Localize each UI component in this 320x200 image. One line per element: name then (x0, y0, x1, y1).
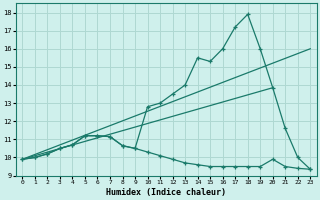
X-axis label: Humidex (Indice chaleur): Humidex (Indice chaleur) (106, 188, 226, 197)
